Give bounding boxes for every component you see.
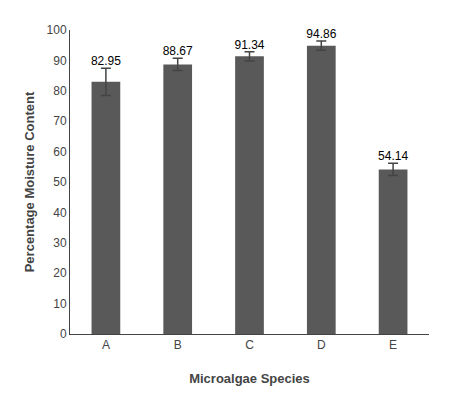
- svg-text:50: 50: [53, 175, 67, 189]
- svg-text:40: 40: [53, 206, 67, 220]
- svg-text:80: 80: [53, 84, 67, 98]
- svg-text:60: 60: [53, 145, 67, 159]
- svg-text:C: C: [245, 338, 254, 352]
- svg-text:D: D: [317, 338, 326, 352]
- svg-text:E: E: [389, 338, 397, 352]
- svg-text:0: 0: [60, 327, 67, 341]
- svg-text:91.34: 91.34: [234, 38, 264, 52]
- svg-text:70: 70: [53, 114, 67, 128]
- svg-text:30: 30: [53, 236, 67, 250]
- svg-text:90: 90: [53, 54, 67, 68]
- svg-text:20: 20: [53, 266, 67, 280]
- svg-text:10: 10: [53, 297, 67, 311]
- svg-text:A: A: [102, 338, 110, 352]
- svg-text:82.95: 82.95: [91, 54, 121, 68]
- svg-text:B: B: [174, 338, 182, 352]
- svg-text:88.67: 88.67: [163, 44, 193, 58]
- svg-text:Microalgae Species: Microalgae Species: [189, 371, 310, 386]
- svg-text:Percentage Moisture Content: Percentage Moisture Content: [22, 91, 37, 272]
- svg-text:54.14: 54.14: [378, 149, 408, 163]
- svg-text:94.86: 94.86: [306, 27, 336, 41]
- svg-text:100: 100: [47, 23, 67, 37]
